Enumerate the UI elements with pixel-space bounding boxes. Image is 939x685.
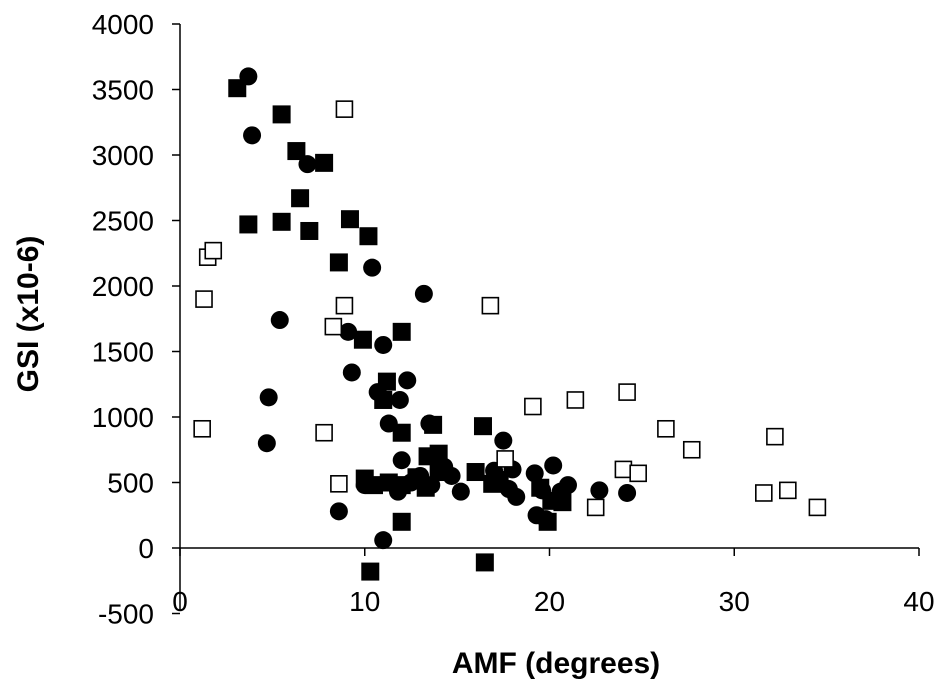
data-point-square — [228, 79, 247, 98]
data-point-open-square — [193, 419, 211, 438]
data-point-open-square — [335, 296, 354, 315]
x-tick-label: 30 — [719, 586, 750, 617]
data-point-circle — [374, 531, 393, 550]
data-point-circle — [329, 502, 348, 521]
data-point-circle — [544, 456, 563, 475]
y-axis-title: GSI (x10-6) — [12, 236, 45, 393]
x-tick-label: 40 — [903, 586, 934, 617]
data-point-circle — [590, 481, 609, 500]
data-point-open-square — [614, 460, 633, 479]
data-point-square — [429, 463, 448, 482]
data-point-open-square — [629, 464, 647, 483]
data-point-square — [353, 330, 372, 349]
data-point-square — [538, 512, 557, 531]
data-point-square — [475, 553, 494, 572]
data-point-open-square — [330, 475, 348, 493]
data-point-open-square — [682, 440, 701, 459]
y-tick-label: -500 — [98, 599, 154, 630]
data-point-circle — [414, 284, 433, 303]
y-tick-label: 4000 — [92, 9, 154, 40]
y-tick-label: 0 — [138, 533, 154, 564]
data-point-circle — [270, 311, 289, 330]
data-point-square — [272, 212, 291, 231]
data-point-open-square — [524, 397, 542, 416]
axes — [172, 23, 920, 615]
data-point-square — [359, 227, 378, 246]
data-point-open-square — [618, 383, 636, 401]
data-point-circle — [374, 335, 393, 354]
series-open-square — [193, 100, 827, 517]
y-tick-labels: -500 0 500 1000 1500 2000 2500 3000 3500 4000 — [92, 9, 154, 630]
data-point-open-square — [779, 481, 797, 500]
data-point-square — [272, 105, 291, 124]
data-point-circle — [451, 482, 470, 501]
data-point-circle — [618, 483, 637, 502]
data-point-square — [490, 470, 509, 489]
data-point-circle — [558, 476, 577, 495]
data-point-square — [315, 153, 334, 172]
data-point-square — [392, 512, 411, 531]
data-point-open-square — [204, 241, 223, 260]
data-point-square — [340, 210, 359, 229]
data-point-square — [291, 189, 310, 208]
data-point-square — [239, 215, 258, 234]
data-point-square — [361, 562, 380, 581]
data-point-square — [473, 417, 492, 436]
data-point-open-square — [657, 419, 675, 438]
data-point-square — [364, 476, 383, 495]
data-point-square — [392, 476, 411, 495]
y-tick-label: 2000 — [92, 271, 154, 302]
y-tick-label: 3000 — [92, 140, 154, 171]
data-point-square — [416, 478, 435, 497]
data-point-square — [300, 221, 319, 240]
data-point-open-square — [566, 391, 585, 409]
data-point-circle — [243, 126, 262, 145]
data-point-open-square — [335, 100, 354, 118]
data-point-square — [377, 372, 396, 391]
data-point-square — [466, 463, 485, 482]
data-point-circle — [398, 371, 417, 390]
data-point-open-square — [481, 296, 500, 315]
data-point-square — [392, 322, 411, 341]
data-point-circle — [342, 363, 361, 382]
x-axis-title: AMF (degrees) — [452, 647, 660, 680]
data-point-circle — [494, 431, 513, 450]
data-point-open-square — [315, 423, 333, 442]
data-point-open-square — [755, 484, 773, 502]
data-point-square — [374, 390, 393, 409]
x-tick-label: 20 — [534, 586, 565, 617]
data-point-square — [429, 444, 448, 463]
data-point-square — [424, 415, 443, 434]
x-tick-labels: 0 10 20 30 40 — [172, 586, 934, 617]
data-point-open-square — [195, 290, 213, 308]
data-point-circle — [507, 487, 526, 506]
y-tick-label: 500 — [107, 468, 154, 499]
series-filled-square — [228, 79, 572, 581]
data-point-open-square — [324, 317, 343, 336]
data-point-circle — [339, 322, 358, 341]
data-point-circle — [259, 388, 278, 407]
data-point-circle — [525, 464, 544, 483]
data-point-square — [287, 142, 306, 161]
data-point-open-square — [808, 498, 827, 517]
y-tick-label: 3500 — [92, 75, 154, 106]
data-point-open-square — [766, 427, 784, 446]
data-point-square — [392, 423, 411, 442]
data-point-circle — [392, 451, 411, 470]
data-point-circle — [257, 434, 276, 453]
data-point-open-square — [586, 498, 605, 517]
data-point-open-square — [496, 450, 514, 468]
y-tick-label: 1000 — [92, 402, 154, 433]
data-point-square — [329, 253, 348, 272]
data-point-circle — [363, 258, 382, 277]
y-tick-label: 1500 — [92, 337, 154, 368]
y-tick-label: 2500 — [92, 206, 154, 237]
data-point-square — [553, 493, 572, 512]
data-points — [193, 67, 827, 581]
data-point-circle — [390, 390, 409, 409]
x-tick-label: 10 — [349, 586, 380, 617]
